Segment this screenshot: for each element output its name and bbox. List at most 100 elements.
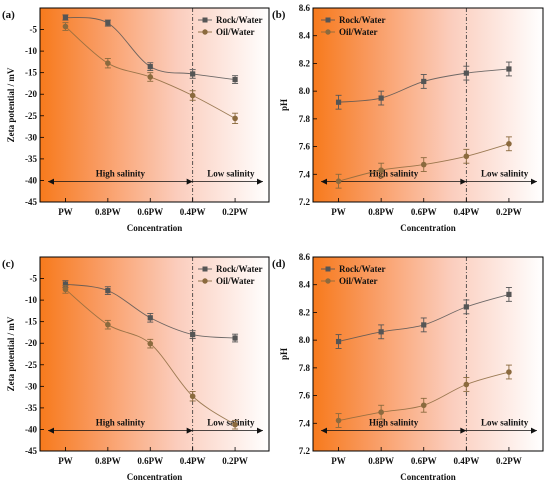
data-point-circle bbox=[62, 286, 69, 293]
high-salinity-label: High salinity bbox=[369, 169, 419, 179]
plot-background bbox=[313, 257, 543, 451]
legend-label: Oil/Water bbox=[339, 27, 378, 37]
low-salinity-label: Low salinity bbox=[207, 169, 255, 179]
high-salinity-arrowhead bbox=[48, 427, 54, 434]
low-salinity-arrowhead bbox=[531, 178, 537, 185]
data-point-square bbox=[506, 291, 512, 298]
y-tick-label: -35 bbox=[25, 154, 37, 164]
data-point-square bbox=[190, 332, 196, 338]
low-salinity-arrowhead bbox=[257, 178, 263, 185]
low-salinity-arrowhead bbox=[531, 427, 537, 434]
x-tick-label: 0.2PW bbox=[496, 207, 522, 217]
legend-marker-circle bbox=[325, 29, 331, 35]
y-tick-label: -10 bbox=[25, 295, 37, 305]
data-point-square bbox=[421, 78, 427, 85]
y-tick-label: 8.0 bbox=[299, 86, 311, 96]
data-point-square bbox=[506, 66, 512, 72]
x-tick-label: 0.2PW bbox=[222, 456, 248, 466]
panel-label: (a) bbox=[2, 9, 15, 21]
panel-a: High salinity Low salinity -45 -40 -35 -30 -25… bbox=[2, 7, 270, 233]
y-tick-label: -40 bbox=[25, 175, 37, 185]
legend-label: Rock/Water bbox=[339, 264, 386, 274]
y-tick-label: 7.6 bbox=[299, 391, 311, 401]
axis-frame bbox=[39, 7, 270, 203]
legend-marker-square bbox=[325, 266, 331, 272]
x-axis-title: Concentration bbox=[127, 223, 183, 233]
data-point-circle bbox=[147, 340, 154, 347]
plot-background bbox=[40, 257, 269, 451]
panel-label: (c) bbox=[2, 258, 15, 270]
y-axis-title: pH bbox=[279, 99, 289, 111]
panel-b: High salinity Low salinity 7.2 7.4 7.6 7.8 8.0… bbox=[272, 3, 544, 233]
data-point-circle bbox=[463, 381, 470, 388]
data-point-circle bbox=[62, 23, 69, 30]
y-tick-label: -40 bbox=[25, 424, 37, 434]
x-tick-label: 0.2PW bbox=[222, 207, 248, 217]
y-tick-label: -30 bbox=[25, 381, 37, 391]
legend-label: Oil/Water bbox=[216, 27, 255, 37]
y-tick-label: 7.2 bbox=[299, 197, 311, 207]
y-axis-title: Zeta potential / mV bbox=[6, 316, 16, 391]
data-point-circle bbox=[506, 369, 512, 375]
y-tick-label: 7.4 bbox=[299, 418, 311, 428]
legend-label: Rock/Water bbox=[216, 264, 263, 274]
data-point-square bbox=[232, 335, 238, 341]
x-tick-label: 0.6PW bbox=[411, 456, 437, 466]
y-tick-label: -10 bbox=[25, 46, 37, 56]
legend-marker-circle bbox=[202, 278, 208, 284]
data-point-square bbox=[335, 99, 342, 105]
data-point-square bbox=[378, 95, 384, 101]
legend-marker-square bbox=[202, 266, 208, 272]
data-point-circle bbox=[105, 60, 111, 66]
y-tick-label: -35 bbox=[25, 403, 37, 413]
data-point-square bbox=[378, 329, 384, 335]
y-tick-label: 8.6 bbox=[299, 3, 311, 13]
legend-marker-square bbox=[325, 17, 331, 23]
data-point-circle bbox=[335, 178, 342, 185]
panel-d: High salinity Low salinity 7.2 7.4 7.6 7.8 8.0… bbox=[272, 252, 544, 482]
y-tick-label: 8.0 bbox=[299, 335, 311, 345]
data-point-circle bbox=[335, 417, 342, 424]
data-point-circle bbox=[189, 92, 196, 99]
data-point-circle bbox=[420, 402, 427, 409]
y-tick-label: -15 bbox=[25, 68, 37, 78]
axis-frame bbox=[312, 7, 544, 203]
panel-label: (d) bbox=[272, 258, 286, 270]
high-salinity-arrowhead-right bbox=[460, 427, 467, 434]
y-axis-title: pH bbox=[279, 348, 289, 360]
x-tick-label: PW bbox=[331, 207, 346, 217]
data-point-circle bbox=[378, 167, 384, 173]
y-tick-label: -30 bbox=[25, 132, 37, 142]
x-axis-title: Concentration bbox=[400, 472, 456, 482]
x-tick-label: 0.4PW bbox=[180, 456, 206, 466]
data-point-square bbox=[147, 64, 153, 70]
data-point-square bbox=[232, 76, 238, 83]
x-tick-label: 0.4PW bbox=[453, 456, 479, 466]
x-tick-label: 0.4PW bbox=[180, 207, 206, 217]
x-tick-label: 0.6PW bbox=[411, 207, 437, 217]
plot-background bbox=[40, 8, 269, 202]
y-tick-label: -45 bbox=[25, 446, 37, 456]
data-point-square bbox=[105, 20, 111, 26]
y-tick-label: 7.2 bbox=[299, 446, 311, 456]
y-tick-label: 8.4 bbox=[299, 280, 311, 290]
axis-frame bbox=[312, 256, 544, 452]
high-salinity-arrowhead-right bbox=[186, 427, 193, 434]
low-salinity-label: Low salinity bbox=[481, 169, 529, 179]
data-point-circle bbox=[189, 393, 196, 400]
x-axis-title: Concentration bbox=[400, 223, 456, 233]
y-tick-label: 8.2 bbox=[299, 307, 311, 317]
data-point-square bbox=[147, 315, 153, 321]
data-point-circle bbox=[420, 161, 427, 168]
x-tick-label: PW bbox=[58, 207, 73, 217]
legend-marker-square bbox=[202, 17, 208, 23]
y-tick-label: 8.4 bbox=[299, 31, 311, 41]
data-point-square bbox=[62, 281, 69, 287]
axis-frame bbox=[39, 256, 270, 452]
x-tick-label: 0.8PW bbox=[368, 456, 394, 466]
y-tick-label: 7.4 bbox=[299, 169, 311, 179]
high-salinity-arrowhead bbox=[321, 178, 327, 185]
x-tick-label: PW bbox=[58, 456, 73, 466]
y-tick-label: -25 bbox=[25, 111, 37, 121]
